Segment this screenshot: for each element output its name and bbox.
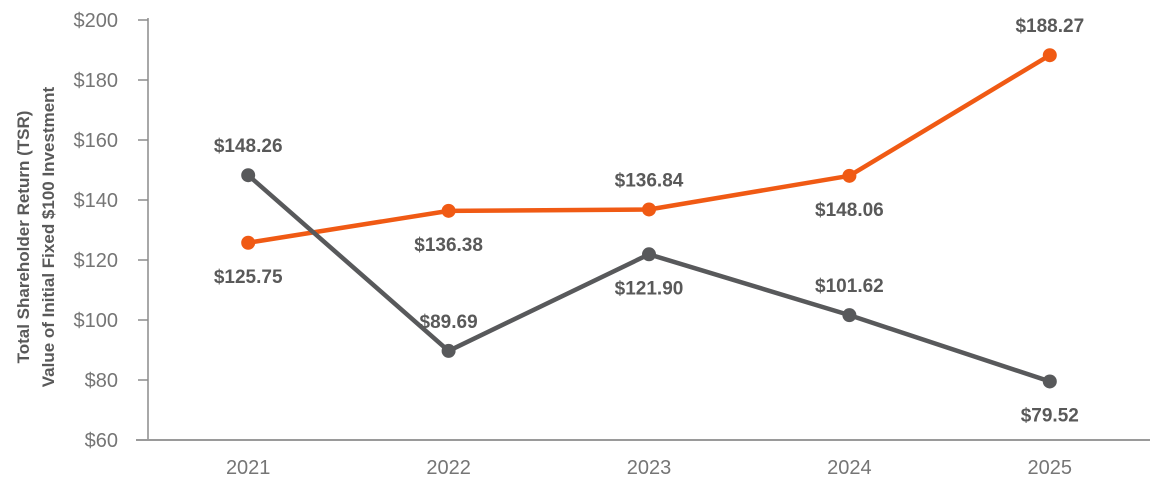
x-axis-tick-label: 2023	[627, 457, 672, 479]
y-axis-tick-label: $80	[85, 370, 118, 392]
data-point-label-dark-gray: $101.62	[815, 276, 884, 297]
data-point-orange	[441, 203, 456, 218]
data-point-dark-gray	[842, 308, 857, 323]
data-point-label-dark-gray: $148.26	[214, 136, 283, 157]
x-axis-tick-label: 2022	[426, 457, 471, 479]
data-point-dark-gray	[642, 247, 656, 262]
data-point-dark-gray	[441, 343, 456, 358]
data-point-label-orange: $125.75	[214, 267, 283, 288]
data-point-label-orange: $136.84	[615, 170, 684, 191]
data-point-label-orange: $136.38	[414, 235, 483, 256]
data-point-orange	[642, 202, 656, 217]
data-point-label-dark-gray: $89.69	[420, 312, 478, 333]
y-axis-tick-label: $120	[74, 250, 119, 272]
data-point-dark-gray	[241, 168, 256, 183]
x-axis-tick-label: 2021	[226, 457, 271, 479]
x-axis-tick-label: 2024	[827, 457, 872, 479]
data-point-orange	[1042, 48, 1057, 63]
data-point-orange	[842, 168, 857, 183]
y-axis-tick-label: $180	[74, 70, 119, 92]
y-axis-tick-label: $160	[74, 130, 119, 152]
data-point-label-dark-gray: $79.52	[1021, 405, 1079, 426]
data-point-label-orange: $188.27	[1015, 16, 1084, 37]
y-axis-tick-label: $100	[74, 310, 119, 332]
x-axis-tick-label: 2025	[1028, 457, 1073, 479]
y-axis-tick-label: $60	[85, 430, 118, 452]
data-point-orange	[241, 235, 256, 250]
y-axis-tick-label: $140	[74, 190, 119, 212]
data-point-label-dark-gray: $121.90	[615, 278, 684, 299]
y-axis-tick-label: $200	[74, 10, 119, 32]
data-point-dark-gray	[1042, 374, 1057, 389]
data-point-label-orange: $148.06	[815, 200, 884, 221]
